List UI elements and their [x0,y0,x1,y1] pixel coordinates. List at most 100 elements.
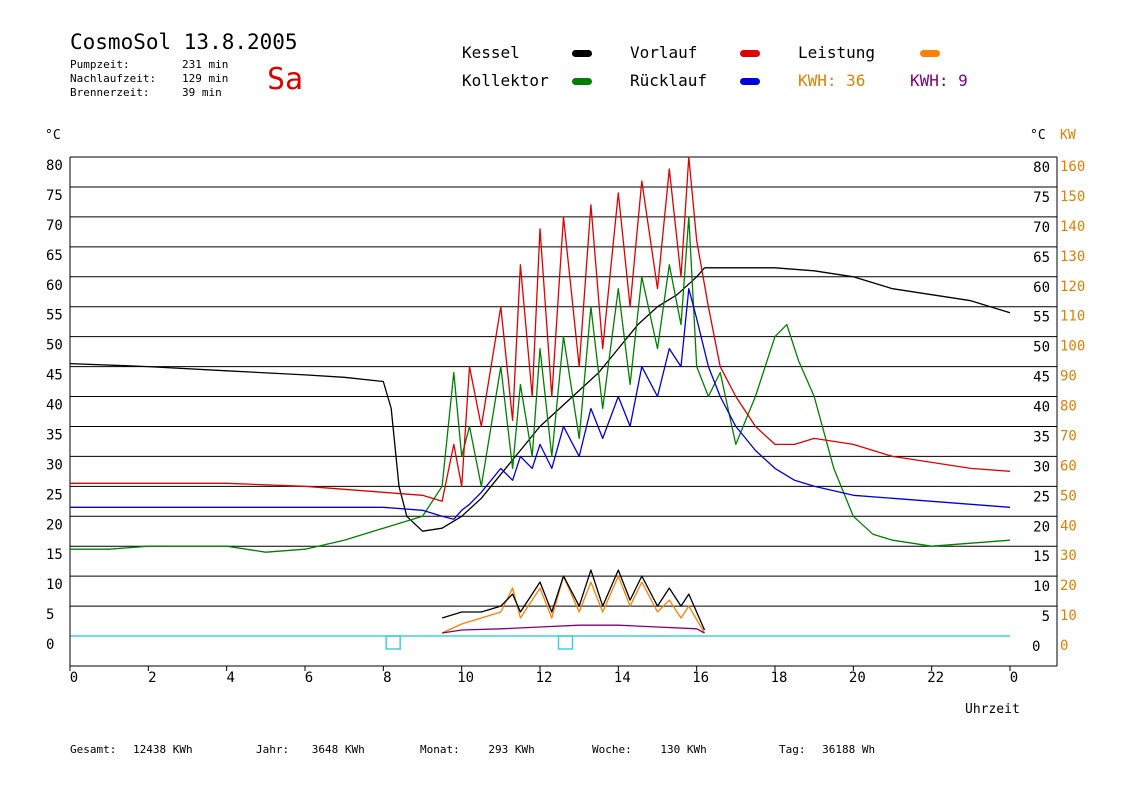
legend-swatch-ruecklauf [740,78,760,85]
series-lines [69,156,1011,634]
y2-tick-label: 100 [1060,339,1085,355]
y-tick-label-left: 55 [46,308,63,324]
series-line-leistung2 [442,624,705,634]
x-tick-label: 10 [457,670,474,686]
y-tick-label-left: 10 [46,577,63,593]
series-line-kessel [69,267,1011,532]
y-tick-label-left: 65 [46,248,63,264]
footer-monat: Monat: 293 KWh [420,743,535,756]
y2-tick-label: 30 [1060,548,1077,564]
y2-tick-label: 10 [1060,608,1077,624]
y2-tick-label: 0 [1060,638,1068,654]
legend-ruecklauf: Rücklauf [630,71,760,90]
y-tick-label-left: 80 [46,158,63,174]
x-tick-label: 18 [771,670,788,686]
x-tick-label: 2 [148,670,156,686]
legend-swatch-vorlauf [740,50,760,57]
y-tick-label-right: 15 [1033,549,1050,565]
y-tick-label-right: 45 [1033,370,1050,386]
legend-swatch-kollektor [572,78,592,85]
footer-woche: Woche: 130 KWh [592,743,707,756]
stat-pumpzeit: Pumpzeit: 231 min [70,58,229,71]
y-tick-label-right: 80 [1033,160,1050,176]
x-tick-label: 0 [1010,670,1018,686]
series-line-kessel-leistung [441,569,706,631]
x-tick-label: 0 [70,670,78,686]
y-tick-label-right: 5 [1042,609,1050,625]
axes [69,157,1058,671]
x-tick-label: 6 [305,670,313,686]
y-tick-label-right: 50 [1033,340,1050,356]
markers [385,635,574,650]
y2-tick-label: 150 [1060,189,1085,205]
right-axis-unit-kw: KW [1060,128,1076,143]
right-axis-unit-c: °C [1030,128,1046,143]
y2-tick-label: 60 [1060,458,1077,474]
stat-nachlaufzeit: Nachlaufzeit: 129 min [70,72,229,85]
y-tick-label-left: 40 [46,398,63,414]
y2-tick-label: 130 [1060,249,1085,265]
x-tick-label: 4 [226,670,234,686]
legend-leistung: Leistung [798,43,940,62]
y-tick-label-right: 10 [1033,579,1050,595]
y2-tick-label: 40 [1060,518,1077,534]
y-tick-label-right: 60 [1033,280,1050,296]
y-tick-label-left: 35 [46,427,63,443]
y-tick-label-right: 0 [1032,639,1040,655]
y-tick-label-right: 30 [1033,459,1050,475]
legend-kollektor: Kollektor [462,71,592,90]
legend-swatch-leistung [920,50,940,57]
y-tick-label-left: 30 [46,457,63,473]
x-tick-label: 12 [536,670,553,686]
y-tick-label-right: 75 [1033,190,1050,206]
y-tick-label-left: 20 [46,517,63,533]
y-tick-label-left: 25 [46,487,63,503]
y-tick-label-right: 70 [1033,220,1050,236]
footer-tag: Tag: 36188 Wh [779,743,876,756]
y2-tick-label: 160 [1060,159,1085,175]
y2-tick-label: 20 [1060,578,1077,594]
x-tick-label: 8 [383,670,391,686]
page-title: CosmoSol 13.8.2005 [70,30,298,54]
footer-jahr: Jahr: 3648 KWh [256,743,365,756]
kwh-total-1: KWH: 36 [798,71,866,90]
pump-marker [385,635,401,650]
series-line-vorlauf [70,156,1011,502]
y-tick-label-left: 70 [46,218,63,234]
y-tick-label-right: 20 [1033,519,1050,535]
grid-lines [70,156,1057,637]
y-tick-label-right: 35 [1033,429,1050,445]
y-tick-label-left: 45 [46,368,63,384]
y-tick-label-left: 0 [46,637,54,653]
y2-tick-label: 50 [1060,488,1077,504]
kwh-total-2: KWH: 9 [910,71,968,90]
pump-marker [557,635,574,650]
weekday-label: Sa [267,62,304,97]
y-tick-label-right: 40 [1033,400,1050,416]
stat-brennerzeit: Brennerzeit: 39 min [70,86,222,99]
legend-kessel: Kessel [462,43,592,62]
series-line-r-cklauf [70,288,1011,520]
y-tick-label-right: 65 [1033,250,1050,266]
y-tick-label-left: 75 [46,188,63,204]
series-line-leistung [441,575,706,634]
legend-swatch-kessel [572,50,592,57]
y2-tick-label: 110 [1060,309,1085,325]
y-tick-label-left: 50 [46,338,63,354]
y-tick-label-right: 25 [1033,489,1050,505]
x-tick-label: 16 [692,670,709,686]
x-tick-label: 22 [927,670,944,686]
y-tick-label-right: 55 [1033,310,1050,326]
y-tick-label-left: 15 [46,547,63,563]
y2-tick-label: 140 [1060,219,1085,235]
series-line-kollektor [70,216,1011,553]
x-tick-label: 14 [614,670,631,686]
y2-tick-label: 70 [1060,428,1077,444]
y2-tick-label: 90 [1060,369,1077,385]
x-tick-label: 20 [849,670,866,686]
y-tick-label-left: 60 [46,278,63,294]
footer-gesamt: Gesamt: 12438 KWh [70,743,193,756]
left-axis-unit: °C [45,128,61,143]
